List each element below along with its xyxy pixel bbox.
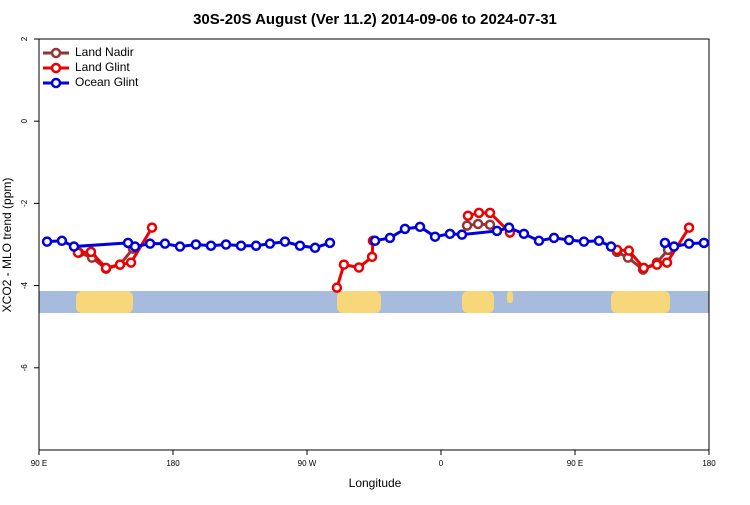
point [309, 242, 321, 254]
point [159, 238, 171, 249]
point [461, 220, 473, 231]
legend-label: Land Glint [75, 60, 130, 74]
point [369, 235, 381, 247]
point [491, 225, 503, 237]
point [593, 235, 605, 247]
series-line [77, 211, 691, 289]
x-tick-label: 0 [439, 459, 444, 468]
point [144, 238, 156, 249]
x-tick-label: 90 E [31, 459, 47, 468]
legend-marker [50, 47, 62, 59]
point [250, 240, 262, 251]
legend-label: Land Nadir [75, 45, 134, 59]
point [220, 239, 232, 250]
point [129, 241, 141, 252]
point [366, 251, 378, 263]
point [100, 262, 112, 274]
point [698, 237, 710, 249]
point [623, 245, 635, 256]
point [456, 229, 468, 240]
point [353, 262, 365, 273]
point [484, 219, 496, 231]
y-tick-label: 2 [20, 36, 29, 41]
y-tick-label: 0 [20, 118, 29, 123]
x-tick-label: 90 E [567, 459, 583, 468]
point [331, 282, 343, 293]
point [205, 240, 217, 251]
x-tick-label: 180 [166, 459, 180, 468]
point [661, 257, 673, 268]
point [578, 236, 590, 247]
point [548, 232, 560, 244]
point [41, 236, 53, 247]
point [174, 241, 186, 252]
legend-marker [50, 77, 62, 89]
x-axis-label: Longitude [349, 476, 402, 490]
x-tick-label: 180 [702, 459, 716, 468]
point [324, 237, 336, 249]
point [85, 246, 97, 258]
x-tick-label: 90 W [298, 459, 317, 468]
point [563, 234, 575, 246]
point [264, 238, 276, 249]
legend-marker [50, 62, 62, 74]
point [472, 218, 484, 230]
legend-label: Ocean Glint [75, 75, 139, 89]
point [68, 241, 80, 252]
point [683, 238, 695, 249]
point [399, 223, 411, 235]
point [462, 210, 474, 221]
point [605, 241, 617, 252]
y-tick-label: -6 [20, 364, 29, 372]
point [294, 240, 306, 251]
point [414, 221, 426, 233]
point [651, 259, 663, 270]
y-axis-label: XCO2 - MLO trend (ppm) [0, 178, 14, 313]
point [125, 257, 137, 268]
point [114, 259, 126, 270]
point [279, 236, 291, 247]
point [518, 228, 530, 240]
point [659, 237, 671, 249]
y-tick-label: -2 [20, 199, 29, 207]
point [533, 235, 545, 247]
point [429, 231, 441, 242]
point [235, 240, 247, 251]
point [384, 232, 396, 244]
chart-title: 30S-20S August (Ver 11.2) 2014-09-06 to … [193, 11, 557, 28]
point [668, 241, 680, 252]
y-tick-label: -4 [20, 281, 29, 289]
point [638, 262, 650, 274]
point [484, 207, 496, 219]
point [146, 222, 158, 233]
point [503, 222, 515, 233]
land-strip [39, 291, 709, 313]
point [338, 259, 350, 270]
point [190, 239, 202, 250]
point [56, 235, 68, 247]
point [683, 222, 695, 233]
plot-frame [38, 38, 710, 451]
point [444, 228, 456, 240]
point [473, 207, 485, 219]
